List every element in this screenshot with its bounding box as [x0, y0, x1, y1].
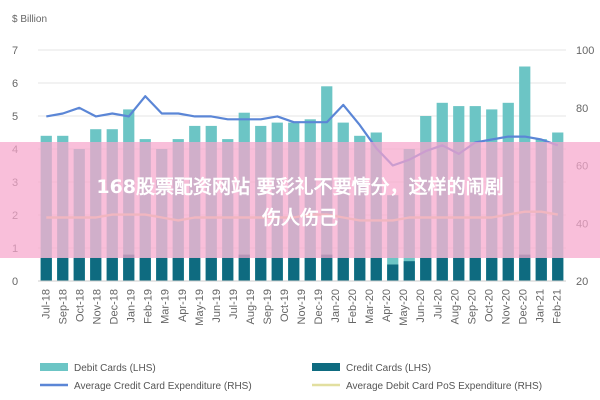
credit-card-bar	[189, 257, 201, 281]
overlay-banner	[0, 142, 600, 258]
y-left-tick-label: 0	[12, 276, 18, 288]
credit-card-bar	[436, 257, 448, 281]
x-tick-label: Jul-18	[41, 289, 53, 319]
credit-card-bar	[502, 257, 514, 281]
x-tick-label: Mar-20	[364, 289, 376, 324]
x-tick-label: Apr-20	[381, 289, 393, 322]
x-tick-label: May-20	[398, 289, 410, 326]
credit-card-bar	[486, 257, 498, 281]
x-tick-label: Aug-19	[245, 289, 257, 324]
credit-card-bar	[453, 257, 465, 281]
credit-card-bar	[304, 257, 316, 281]
credit-card-bar	[222, 257, 234, 281]
credit-card-bar	[387, 264, 399, 281]
credit-card-bar	[288, 257, 300, 281]
credit-card-bar	[354, 257, 366, 281]
x-tick-label: Jun-19	[211, 289, 223, 323]
legend-swatch	[312, 363, 340, 371]
x-tick-label: Jul-20	[432, 289, 444, 319]
y-left-unit-label: $ Billion	[12, 14, 47, 25]
credit-card-bar	[337, 257, 349, 281]
y-right-tick-label: 100	[576, 45, 594, 57]
credit-card-bar	[469, 257, 481, 281]
legend-swatch	[40, 363, 68, 371]
x-tick-label: Feb-19	[143, 289, 155, 324]
x-tick-label: Nov-20	[500, 289, 512, 324]
x-tick-label: Aug-20	[449, 289, 461, 324]
x-tick-label: Feb-20	[347, 289, 359, 324]
x-tick-label: Jan-21	[534, 289, 546, 323]
x-tick-label: Oct-20	[483, 289, 495, 322]
y-left-tick-label: 5	[12, 111, 18, 123]
credit-card-bar	[139, 257, 151, 281]
x-tick-label: Jun-20	[415, 289, 427, 323]
x-tick-label: Sep-20	[466, 289, 478, 324]
y-right-tick-label: 80	[576, 103, 588, 115]
credit-card-bar	[73, 257, 85, 281]
legend-label: Credit Cards (LHS)	[346, 363, 431, 374]
credit-card-bar	[271, 257, 283, 281]
y-left-tick-label: 7	[12, 45, 18, 57]
x-tick-label: Sep-19	[262, 289, 274, 324]
x-tick-label: Nov-18	[92, 289, 104, 324]
credit-card-bar	[40, 257, 52, 281]
x-tick-label: Jan-20	[330, 289, 342, 323]
y-right-tick-label: 20	[576, 276, 588, 288]
credit-card-bar	[370, 257, 382, 281]
x-tick-label: May-19	[194, 289, 206, 326]
credit-card-bar	[57, 257, 69, 281]
legend-label: Average Credit Card Expenditure (RHS)	[74, 381, 252, 392]
credit-card-bar	[238, 254, 250, 281]
credit-card-bar	[403, 261, 415, 281]
y-left-tick-label: 6	[12, 78, 18, 90]
x-tick-label: Apr-19	[177, 289, 189, 322]
x-tick-label: Jan-19	[126, 289, 138, 323]
x-tick-label: Dec-19	[313, 289, 325, 324]
legend-label: Average Debit Card PoS Expenditure (RHS)	[346, 381, 542, 392]
x-tick-label: Mar-19	[160, 289, 172, 324]
x-tick-label: Dec-18	[109, 289, 121, 324]
x-tick-label: Dec-20	[517, 289, 529, 324]
credit-card-bar	[535, 257, 547, 281]
credit-card-bar	[255, 257, 267, 281]
credit-card-bar	[321, 254, 333, 281]
x-tick-label: Oct-18	[75, 289, 87, 322]
overlay-text-line-2: 伤人伤己	[261, 206, 338, 229]
x-tick-label: Feb-21	[551, 289, 563, 324]
x-tick-label: Nov-19	[296, 289, 308, 324]
legend-label: Debit Cards (LHS)	[74, 363, 156, 374]
credit-card-bar	[552, 257, 564, 281]
credit-card-bar	[519, 254, 531, 281]
x-tick-label: Oct-19	[279, 289, 291, 322]
credit-card-bar	[156, 257, 168, 281]
credit-card-bar	[172, 257, 184, 281]
credit-card-bar	[420, 257, 432, 281]
credit-card-bar	[106, 257, 118, 281]
credit-card-bar	[123, 254, 135, 281]
x-tick-label: Sep-18	[58, 289, 70, 324]
x-tick-label: Jul-19	[228, 289, 240, 319]
overlay-text-line-1: 168股票配资网站 要彩礼不要情分，这样的闹剧	[96, 175, 503, 198]
credit-card-bar	[90, 257, 102, 281]
credit-card-bar	[205, 257, 217, 281]
